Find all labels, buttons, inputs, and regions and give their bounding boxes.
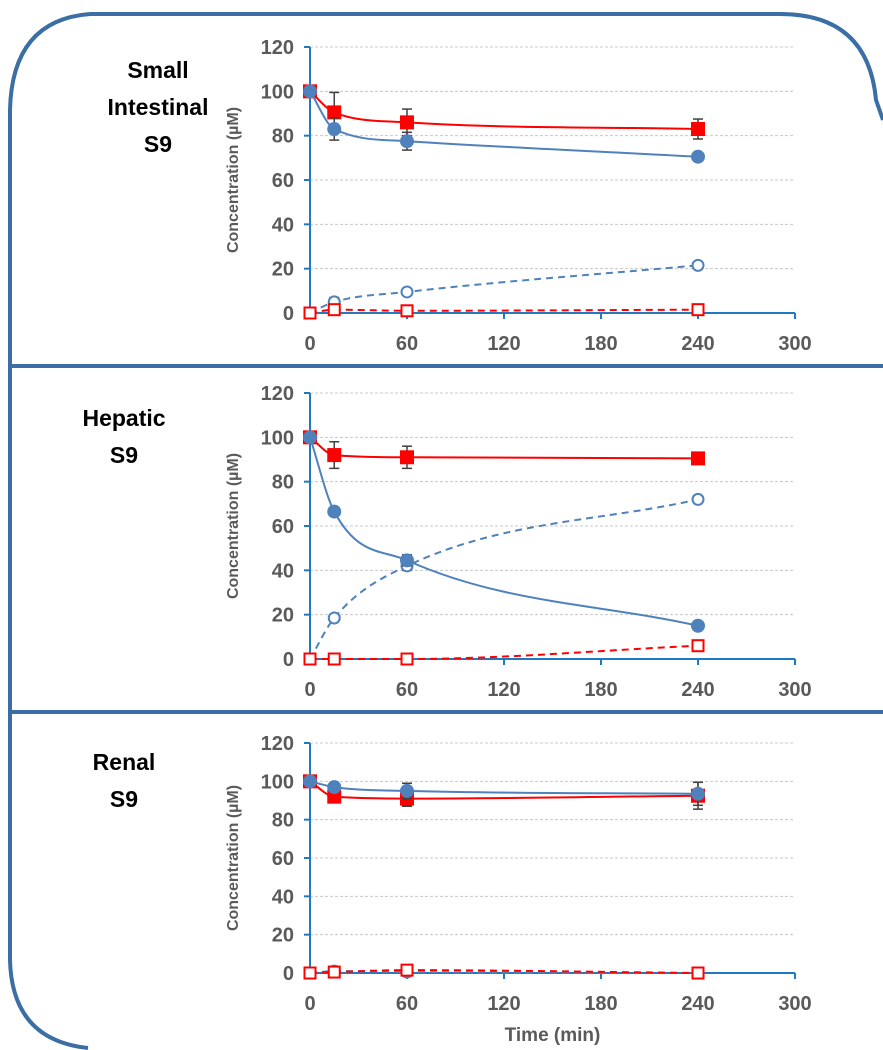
panel-label-line: S9 <box>110 442 138 468</box>
series-line-blue-solid <box>309 90 699 158</box>
data-point-blue-circle <box>327 780 342 795</box>
y-tick-label: 0 <box>283 963 294 985</box>
panel-label-line: Intestinal <box>108 94 209 120</box>
x-tick-label: 120 <box>487 679 520 701</box>
data-point-red-square <box>327 448 342 463</box>
data-point-red-open-square <box>303 652 317 666</box>
x-tick-label: 180 <box>584 679 617 701</box>
data-point-red-open-square <box>327 965 341 979</box>
data-point-blue-open-circle <box>691 492 705 506</box>
y-tick-label: 100 <box>261 81 294 103</box>
y-tick-label: 20 <box>272 259 294 281</box>
data-point-blue-open-circle <box>327 611 341 625</box>
data-point-blue-circle <box>400 134 414 149</box>
series-line-blue-dashed <box>309 264 699 314</box>
data-point-red-square <box>327 789 342 804</box>
y-tick-label: 100 <box>261 427 294 449</box>
data-point-blue-circle <box>400 553 414 568</box>
x-tick-label: 0 <box>304 993 315 1015</box>
x-axis-title: Time (min) <box>505 1025 601 1046</box>
y-tick-label: 20 <box>272 925 294 947</box>
series-line-red-dashed <box>309 644 699 661</box>
y-tick-label: 40 <box>272 886 294 908</box>
x-tick-label: 120 <box>487 993 520 1015</box>
data-point-blue-circle <box>327 122 342 137</box>
data-point-blue-circle <box>400 783 414 798</box>
panel-label-line: Small <box>127 57 188 83</box>
y-tick-label: 20 <box>272 605 294 627</box>
x-tick-label: 60 <box>396 993 418 1015</box>
data-point-red-square <box>327 105 342 120</box>
frame-border <box>8 12 883 1050</box>
y-tick-label: 60 <box>272 848 294 870</box>
x-tick-label: 240 <box>681 993 714 1015</box>
y-tick-label: 0 <box>283 649 294 671</box>
series-line-blue-solid <box>309 437 699 627</box>
panel-label-line: S9 <box>110 786 138 812</box>
y-axis-title: Concentration (µM) <box>225 107 242 253</box>
series-line-blue-dashed <box>309 498 699 660</box>
data-point-red-open-square <box>303 966 317 980</box>
data-point-blue-circle <box>303 774 317 789</box>
y-tick-label: 0 <box>283 303 294 325</box>
data-point-blue-circle <box>691 786 705 801</box>
chart-panel-hepatic: Hepatic S9 0 20 40 60 80 100 120 0 60 120 180 240 300 C… <box>82 383 811 701</box>
panel-label-line: Renal <box>93 749 156 775</box>
y-tick-label: 120 <box>261 37 294 59</box>
data-point-red-open-square <box>327 303 341 317</box>
panel-label-line: Hepatic <box>82 405 165 431</box>
y-tick-label: 40 <box>272 214 294 236</box>
x-tick-label: 60 <box>396 679 418 701</box>
data-point-red-open-square <box>400 652 414 666</box>
x-tick-label: 60 <box>396 333 418 355</box>
panel-label-line: S9 <box>144 131 172 157</box>
data-point-red-open-square <box>327 652 341 666</box>
x-tick-label: 180 <box>584 993 617 1015</box>
x-tick-label: 0 <box>304 679 315 701</box>
data-point-red-open-square <box>303 306 317 320</box>
data-point-red-open-square <box>691 639 705 653</box>
figure-frame <box>8 12 883 1050</box>
x-tick-label: 240 <box>681 679 714 701</box>
data-point-blue-circle <box>691 149 705 164</box>
data-point-red-square <box>400 450 414 465</box>
data-point-blue-circle <box>327 504 342 519</box>
data-point-red-open-square <box>400 963 414 977</box>
y-tick-label: 60 <box>272 170 294 192</box>
data-point-red-open-square <box>691 303 705 317</box>
chart-panel-small-intestinal: Small Intestinal S9 0 20 40 60 80 100 120 0 60 120 18… <box>108 37 812 355</box>
x-tick-label: 120 <box>487 333 520 355</box>
x-tick-label: 300 <box>778 333 811 355</box>
data-point-red-square <box>400 115 414 130</box>
y-tick-label: 40 <box>272 560 294 582</box>
x-tick-label: 0 <box>304 333 315 355</box>
y-axis-title: Concentration (µM) <box>225 785 242 931</box>
data-point-blue-circle <box>691 618 705 633</box>
y-tick-label: 80 <box>272 472 294 494</box>
x-tick-label: 300 <box>778 679 811 701</box>
x-tick-label: 180 <box>584 333 617 355</box>
y-tick-label: 120 <box>261 733 294 755</box>
data-point-red-open-square <box>691 966 705 980</box>
x-tick-label: 240 <box>681 333 714 355</box>
y-tick-label: 60 <box>272 516 294 538</box>
data-point-blue-open-circle <box>691 258 705 272</box>
y-tick-label: 120 <box>261 383 294 405</box>
data-point-blue-circle <box>303 84 317 99</box>
y-tick-label: 80 <box>272 810 294 832</box>
series-line-red-solid <box>309 436 699 460</box>
y-tick-label: 80 <box>272 126 294 148</box>
series-line-blue-solid <box>309 780 699 795</box>
data-point-red-square <box>691 451 705 466</box>
y-axis-title: Concentration (µM) <box>225 453 242 599</box>
data-point-blue-open-circle <box>400 285 414 299</box>
data-point-red-open-square <box>400 304 414 318</box>
data-point-blue-circle <box>303 430 317 445</box>
x-tick-label: 300 <box>778 993 811 1015</box>
data-point-red-square <box>691 122 705 137</box>
series-line-red-solid <box>309 90 699 131</box>
y-tick-label: 100 <box>261 771 294 793</box>
chart-panel-renal: Renal S9 0 20 40 60 80 100 120 0 60 120 180 240 300 Con… <box>93 733 812 1046</box>
